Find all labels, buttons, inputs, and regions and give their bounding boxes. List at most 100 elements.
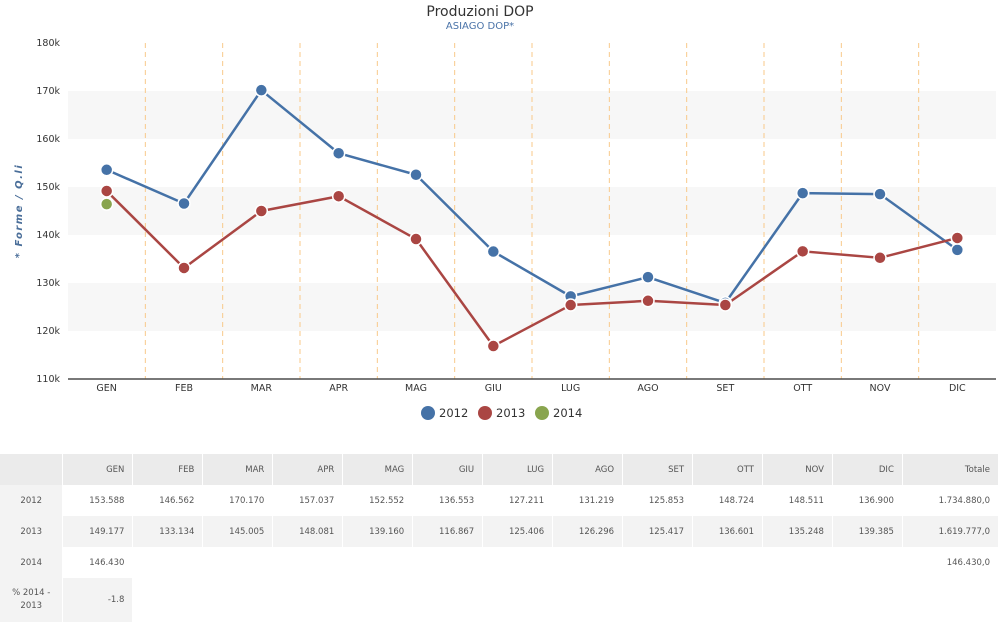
data-point-2014[interactable] — [99, 197, 114, 211]
y-tick-label: 170k — [36, 86, 60, 97]
table-cell: 153.588 — [62, 485, 134, 516]
y-tick-label: 160k — [36, 134, 60, 145]
legend-marker-2013[interactable] — [478, 406, 492, 420]
table-row: 2014 146.430 146.430,0 — [0, 547, 999, 578]
x-tick-label: APR — [329, 383, 348, 394]
table-cell — [412, 547, 484, 578]
series-line-2012 — [106, 88, 959, 305]
data-point-2012[interactable] — [331, 146, 346, 160]
table-cell — [202, 547, 274, 578]
data-point-2012[interactable] — [873, 187, 887, 201]
data-point-2013[interactable] — [873, 251, 887, 265]
table-cell: 149.177 — [62, 516, 134, 547]
table-cell: 157.037 — [272, 485, 344, 516]
legend-label-2014[interactable]: 2014 — [553, 406, 582, 420]
data-point-2013[interactable] — [950, 231, 965, 245]
table-row: % 2014 - 2013 -1.8 — [0, 578, 999, 622]
table-cell: 146.430,0 — [902, 547, 999, 578]
table-cell — [622, 547, 694, 578]
table-header-cell: APR — [272, 454, 344, 485]
table-cell: -1.8 — [62, 578, 134, 622]
table-cell: 125.406 — [482, 516, 554, 547]
data-point-2012[interactable] — [950, 243, 965, 257]
data-point-2012[interactable] — [409, 168, 423, 182]
data-point-2013[interactable] — [718, 298, 733, 312]
series-lines — [105, 88, 959, 348]
y-tick-label: 130k — [36, 278, 60, 289]
table-cell: 145.005 — [202, 516, 274, 547]
x-tick-label: SET — [716, 383, 734, 394]
data-point-2012[interactable] — [795, 186, 810, 200]
data-point-2012[interactable] — [99, 163, 114, 177]
table-cell — [272, 547, 344, 578]
table-cell: 146.430 — [62, 547, 134, 578]
data-point-2013[interactable] — [641, 294, 655, 308]
table-cell: 125.417 — [622, 516, 694, 547]
x-axis: GEN FEB MAR APR MAG GIU LUG AGO SET OTT NOV DIC — [68, 378, 996, 394]
table-header-cell: NOV — [762, 454, 833, 485]
table-row-label: 2013 — [0, 516, 64, 547]
data-point-2013[interactable] — [795, 244, 810, 259]
data-point-2013[interactable] — [99, 184, 114, 198]
data-point-2013[interactable] — [486, 339, 501, 353]
series-points — [99, 83, 965, 353]
table-header-cell: MAR — [202, 454, 274, 485]
x-tick-label: MAR — [251, 383, 273, 394]
table-cell: 148.511 — [762, 485, 833, 516]
table-cell: 139.160 — [342, 516, 414, 547]
table-cell: 146.562 — [132, 485, 204, 516]
chart-container: 110k 120k 130k 140k 150k 160k 170k 180k GEN FEB M… — [14, 4, 996, 420]
data-point-2013[interactable] — [563, 298, 578, 312]
x-tick-label: FEB — [175, 383, 193, 394]
data-point-2012[interactable] — [177, 196, 191, 211]
data-point-2013[interactable] — [177, 261, 191, 275]
table-cell: 126.296 — [552, 516, 624, 547]
table-cell: 135.248 — [762, 516, 833, 547]
x-tick-label: GEN — [96, 383, 116, 394]
y-tick-label: 120k — [36, 326, 60, 337]
table-header-cell: GEN — [62, 454, 134, 485]
y-tick-label: 180k — [36, 38, 60, 49]
table-cell: 148.081 — [272, 516, 344, 547]
y-tick-label: 140k — [36, 230, 60, 241]
table-row-label: 2014 — [0, 547, 64, 578]
y-tick-label: 110k — [36, 374, 60, 385]
data-point-2013[interactable] — [254, 204, 269, 218]
data-point-2012[interactable] — [254, 83, 269, 97]
table-cell — [762, 547, 833, 578]
vertical-gridlines — [144, 43, 920, 379]
data-point-2012[interactable] — [486, 244, 501, 259]
table-cell — [342, 547, 414, 578]
data-point-2013[interactable] — [331, 189, 346, 203]
table-cell: 139.385 — [832, 516, 903, 547]
legend-marker-2012[interactable] — [421, 406, 435, 420]
data-point-2012[interactable] — [641, 270, 655, 284]
legend-label-2012[interactable]: 2012 — [439, 406, 468, 420]
table-header-cell: FEB — [132, 454, 204, 485]
y-axis-label: * Forme / Q.li — [14, 164, 25, 259]
table-cell: 127.211 — [482, 485, 554, 516]
legend-label-2013[interactable]: 2013 — [496, 406, 525, 420]
table-cell: 136.601 — [692, 516, 763, 547]
x-tick-label: AGO — [637, 383, 658, 394]
chart-title: Produzioni DOP — [426, 4, 533, 20]
table-header-cell: AGO — [552, 454, 624, 485]
table-cell: 125.853 — [622, 485, 694, 516]
table-cell — [552, 547, 624, 578]
legend-marker-2014[interactable] — [535, 406, 549, 420]
x-tick-label: MAG — [405, 383, 427, 394]
table-cell — [132, 547, 204, 578]
x-tick-label: OTT — [793, 383, 812, 394]
data-point-2013[interactable] — [409, 232, 423, 246]
table-row-label: % 2014 - 2013 — [0, 578, 64, 622]
table-cell: 152.552 — [342, 485, 414, 516]
table-header-cell: Totale — [902, 454, 999, 485]
table-cell: 170.170 — [202, 485, 274, 516]
legend[interactable]: 2012 2013 2014 — [421, 406, 582, 420]
table-row: 2012 153.588 146.562 170.170 157.037 152.552 1… — [0, 485, 999, 516]
table-row: 2013 149.177 133.134 145.005 148.081 139.160 1… — [0, 516, 999, 547]
table-cell: 136.553 — [412, 485, 484, 516]
chart-subtitle: ASIAGO DOP* — [446, 21, 514, 32]
table-cell — [692, 547, 763, 578]
table-header-cell: GIU — [412, 454, 484, 485]
